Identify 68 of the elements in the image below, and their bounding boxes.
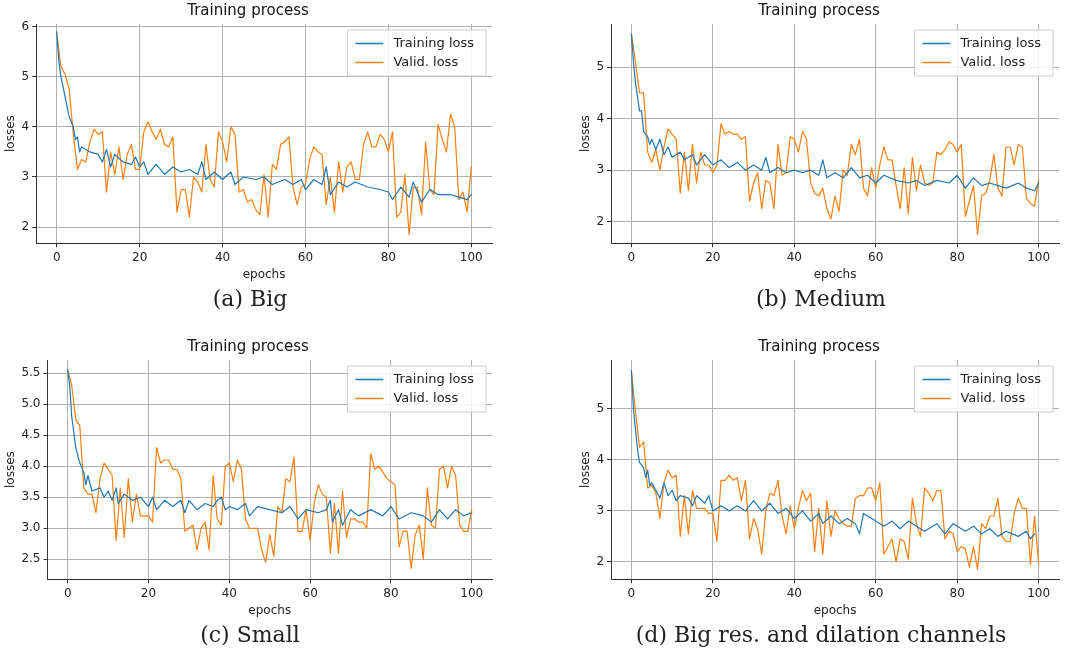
x-axis-title: epochs xyxy=(248,602,292,617)
chart-title: Training process xyxy=(186,336,309,355)
x-axis-title: epochs xyxy=(242,266,286,281)
y-tick-label: 3 xyxy=(596,503,605,518)
y-tick-label: 3.5 xyxy=(21,489,41,504)
x-tick-label: 80 xyxy=(380,249,397,264)
y-tick-label: 2.5 xyxy=(21,551,41,566)
x-tick-label: 0 xyxy=(52,249,61,264)
y-tick-label: 4 xyxy=(21,118,30,133)
x-tick-label: 0 xyxy=(627,585,636,600)
y-tick-label: 4 xyxy=(596,110,605,125)
y-axis-title: losses xyxy=(3,451,18,489)
y-tick-label: 3.0 xyxy=(21,520,41,535)
x-tick-label: 20 xyxy=(140,585,157,600)
x-tick-label: 0 xyxy=(63,585,72,600)
x-tick-label: 100 xyxy=(460,585,484,600)
y-axis-title: losses xyxy=(578,451,593,489)
x-tick-label: 40 xyxy=(786,585,802,600)
text: (a) Big xyxy=(211,286,289,311)
x-tick-label: 100 xyxy=(1027,585,1051,600)
x-tick-label: 60 xyxy=(868,585,884,600)
text: (b) Medium xyxy=(755,286,887,311)
y-tick-label: 4.0 xyxy=(21,458,41,473)
y-tick-label: 3 xyxy=(596,162,605,177)
legend-label: Training loss xyxy=(392,34,475,50)
x-tick-label: 0 xyxy=(627,249,636,264)
x-tick-label: 60 xyxy=(297,249,314,264)
x-tick-label: 20 xyxy=(132,249,148,264)
x-tick-label: 100 xyxy=(459,249,483,264)
legend-label: Valid. loss xyxy=(393,389,459,405)
chart-title: Training process xyxy=(757,0,880,19)
y-axis-title: losses xyxy=(578,115,593,153)
y-tick-label: 5.0 xyxy=(21,396,41,411)
y-tick-label: 5 xyxy=(596,59,605,74)
legend-label: Training loss xyxy=(959,370,1042,386)
legend-label: Training loss xyxy=(959,34,1042,50)
x-tick-label: 80 xyxy=(383,585,399,600)
x-tick-label: 40 xyxy=(214,249,231,264)
legend-label: Valid. loss xyxy=(960,389,1026,405)
x-axis-title: epochs xyxy=(813,602,857,617)
y-tick-label: 5 xyxy=(21,68,30,83)
x-tick-label: 20 xyxy=(705,249,721,264)
y-tick-label: 2 xyxy=(596,213,605,228)
legend-label: Valid. loss xyxy=(960,53,1026,69)
y-tick-label: 6 xyxy=(21,18,30,33)
x-tick-label: 100 xyxy=(1027,249,1051,264)
y-tick-label: 5.5 xyxy=(21,365,41,380)
x-axis-title: epochs xyxy=(813,266,857,281)
x-tick-label: 60 xyxy=(868,249,884,264)
x-tick-label: 80 xyxy=(949,249,965,264)
y-axis-title: losses xyxy=(3,115,18,153)
chart-title: Training process xyxy=(757,336,880,355)
y-tick-label: 5 xyxy=(596,401,605,416)
x-tick-label: 40 xyxy=(221,585,237,600)
y-tick-label: 4 xyxy=(596,452,605,467)
y-tick-label: 4.5 xyxy=(21,427,41,442)
y-tick-label: 3 xyxy=(21,169,30,184)
x-tick-label: 20 xyxy=(705,585,721,600)
x-tick-label: 40 xyxy=(786,249,802,264)
chart-title: Training process xyxy=(186,0,309,19)
legend-label: Valid. loss xyxy=(393,53,459,69)
text: (d) Big res. and dilation channels xyxy=(634,622,1008,647)
legend-label: Training loss xyxy=(392,370,475,386)
x-tick-label: 80 xyxy=(949,585,965,600)
text: (c) Small xyxy=(199,622,301,647)
x-tick-label: 60 xyxy=(302,585,318,600)
y-tick-label: 2 xyxy=(596,553,605,568)
y-tick-label: 2 xyxy=(21,219,30,234)
